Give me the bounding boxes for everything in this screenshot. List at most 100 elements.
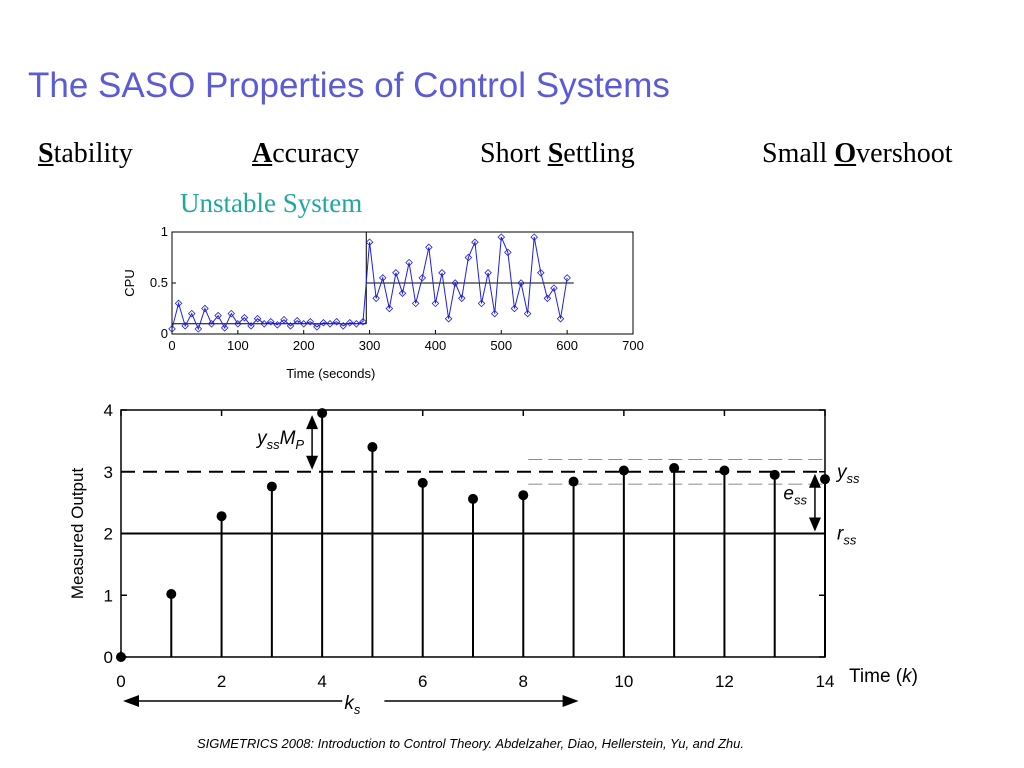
cpu-x-tick-label: 700: [622, 338, 644, 353]
stem-point: [618, 465, 629, 476]
settling-arrow-head: [123, 695, 139, 707]
cpu-data-point: [451, 279, 459, 287]
cpu-data-point: [523, 309, 532, 318]
cpu-data-point: [234, 320, 242, 328]
cpu-data-point: [464, 253, 473, 262]
cpu-data-point: [313, 323, 321, 331]
stem-y-tick-label: 4: [104, 401, 113, 420]
stem-marks: [116, 408, 830, 662]
cpu-axes: 0 100 200 300 400 500 600 700 0 0.5 1: [150, 224, 644, 353]
stem-point: [669, 463, 680, 474]
stem-x-tick-label: 6: [418, 672, 427, 691]
cpu-data-point: [286, 322, 295, 330]
cpu-data-point: [359, 317, 367, 326]
cpu-data-point: [484, 269, 492, 277]
stem-point: [468, 493, 478, 504]
cpu-data-point: [504, 248, 512, 257]
stem-point: [568, 476, 579, 487]
cpu-data-point: [550, 284, 558, 292]
cpu-y-tick-label: 0.5: [150, 275, 168, 290]
cpu-data-point: [418, 274, 427, 282]
property-stability: Stability: [38, 138, 133, 169]
overshoot-arrow-head: [306, 455, 319, 470]
property-key: O: [834, 138, 857, 169]
stem-x-tick-label: 0: [116, 672, 125, 691]
cpu-data-point: [405, 258, 413, 267]
cpu-data-point: [253, 314, 262, 323]
cpu-data-point: [227, 309, 236, 318]
cpu-data-point: [326, 320, 334, 328]
cpu-data-point: [458, 294, 466, 303]
property-key: S: [38, 138, 54, 169]
cpu-data-point: [537, 269, 545, 277]
stem-point: [518, 490, 529, 501]
cpu-data-point: [299, 320, 308, 328]
cpu-data-point: [431, 299, 440, 308]
cpu-data-point: [517, 279, 525, 287]
cpu-x-tick-label: 200: [293, 338, 315, 353]
stem-point: [820, 474, 830, 485]
settling-arrow-head: [562, 695, 579, 707]
cpu-x-tick-label: 100: [227, 338, 249, 353]
stem-point: [367, 442, 378, 453]
cpu-data-point: [332, 317, 341, 326]
slide-title: The SASO Properties of Control Systems: [28, 66, 670, 105]
cpu-data-point: [556, 314, 565, 323]
cpu-x-tick-label: 0: [168, 338, 175, 353]
stem-point: [317, 408, 328, 419]
cpu-data-point: [497, 233, 506, 241]
cpu-data-point: [352, 320, 361, 328]
cpu-y-tick-label: 1: [161, 224, 168, 239]
stem-y-tick-label: 0: [104, 648, 113, 667]
cpu-reference: [172, 232, 574, 325]
stem-x-axis-label: Time (k): [849, 666, 918, 687]
cpu-data-point: [273, 321, 282, 329]
cpu-data-point: [214, 311, 222, 320]
cpu-series: [168, 233, 571, 333]
cpu-series-line: [171, 236, 568, 331]
cpu-x-tick-label: 500: [490, 338, 512, 353]
overshoot-arrow-head: [306, 415, 319, 430]
cpu-data-point: [194, 325, 203, 333]
cpu-data-point: [425, 243, 433, 252]
overshoot-label: yssMP: [255, 428, 304, 452]
settling-time-label: ks: [344, 693, 361, 717]
cpu-data-point: [385, 304, 394, 313]
subtitle: Unstable System: [180, 188, 363, 218]
cpu-data-point: [280, 315, 288, 324]
cpu-data-point: [220, 324, 229, 332]
cpu-data-point: [372, 294, 380, 303]
stem-point: [769, 469, 780, 480]
stem-point: [719, 465, 730, 476]
property-accuracy: Accuracy: [252, 138, 360, 169]
footer-citation: SIGMETRICS 2008: Introduction to Control…: [197, 736, 744, 751]
cpu-x-tick-label: 600: [556, 338, 578, 353]
stem-x-tick-label: 2: [217, 672, 226, 691]
property-short-settling: Short Settling: [480, 138, 635, 169]
steady-state-error-arrow-head: [808, 517, 821, 532]
cpu-data-point: [346, 319, 354, 327]
cpu-data-point: [438, 269, 446, 277]
cpu-data-point: [319, 319, 328, 327]
cpu-y-axis-label: CPU: [122, 269, 137, 296]
e-ss-label: ess: [783, 484, 807, 508]
cpu-data-point: [207, 320, 216, 328]
cpu-data-point: [411, 299, 420, 308]
stem-y-tick-label: 3: [104, 463, 113, 482]
cpu-data-point: [490, 309, 499, 318]
cpu-data-point: [306, 317, 315, 326]
stem-point: [166, 589, 177, 600]
property-small-overshoot: Small Overshoot: [762, 138, 953, 169]
cpu-data-point: [563, 274, 571, 282]
cpu-data-point: [510, 304, 519, 313]
stem-point: [216, 511, 227, 522]
cpu-data-point: [398, 289, 407, 297]
cpu-data-point: [339, 322, 347, 330]
cpu-x-tick-label: 300: [359, 338, 381, 353]
stem-annotations: yssMP ess yss rss Time (k) ks: [123, 415, 918, 717]
r-ss-label: rss: [837, 524, 857, 548]
cpu-data-point: [181, 322, 189, 330]
cpu-chart: 0 100 200 300 400 500 600 700 0 0.5 1 CPU Time (se…: [122, 224, 644, 381]
